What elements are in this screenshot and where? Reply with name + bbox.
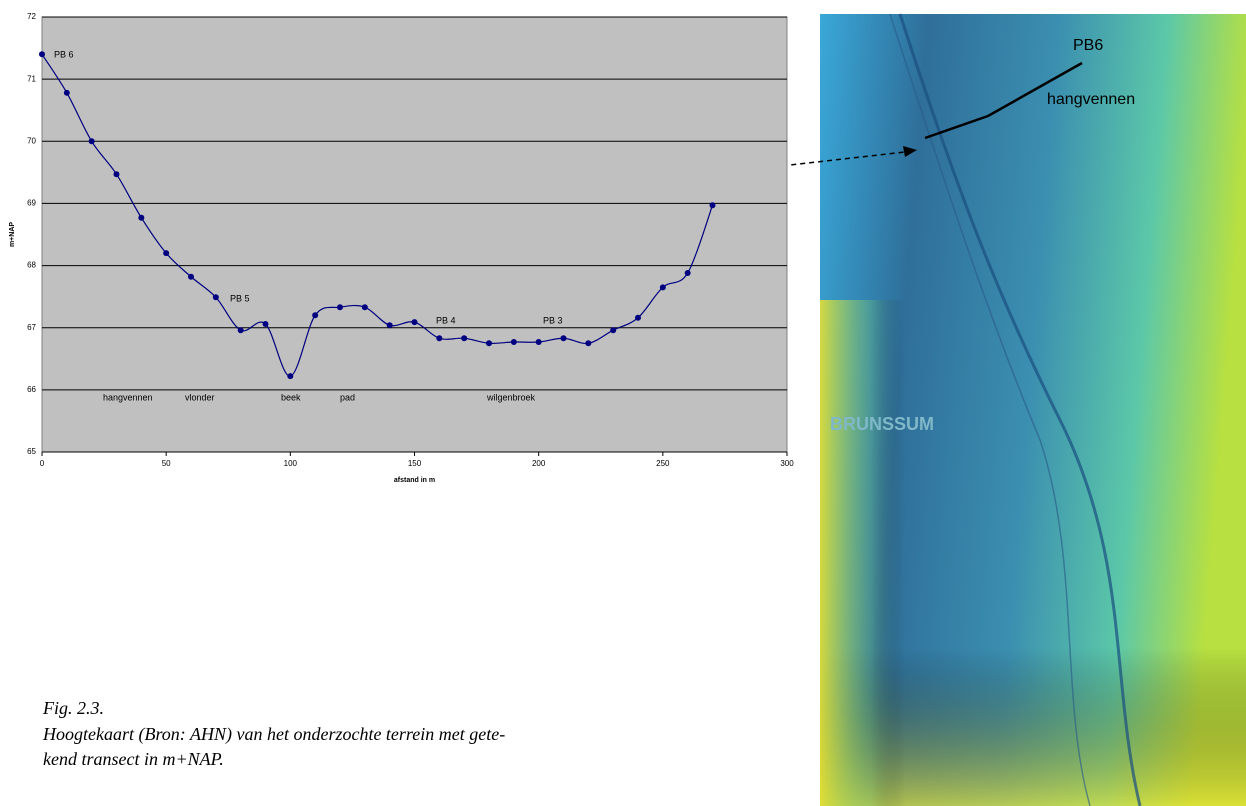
chart: 65 66 67 68 69 70 71 72 0 50 100 150 200 250 300 m+NAP a… [9,12,794,484]
x-tick-label: 100 [284,459,298,468]
data-point [610,327,616,333]
x-tick-label: 200 [532,459,546,468]
data-point [188,274,194,280]
annotation: PB 3 [543,315,563,325]
x-axis-label: afstand in m [394,477,435,484]
x-tick-label: 250 [656,459,670,468]
data-point [114,171,120,177]
x-tick-label: 0 [40,459,45,468]
annotation: PB 4 [436,315,456,325]
annotation: wilgenbroek [486,392,536,402]
caption: kend transect in m+NAP. [43,749,224,770]
y-tick-label: 70 [27,136,36,145]
map: BRUNSSUM PB6 hangvennen [820,14,1246,806]
y-tick-label: 65 [27,447,36,456]
data-point [486,340,492,346]
plot-area [42,17,787,452]
data-point [213,294,219,300]
map-label: BRUNSSUM [830,414,934,434]
data-point [89,138,95,144]
data-point [312,312,318,318]
y-tick-label: 67 [27,323,36,332]
data-point [436,335,442,341]
annotation: PB 5 [230,293,250,303]
data-point [64,90,70,96]
data-point [287,373,293,379]
data-point [561,335,567,341]
annotation: PB 6 [54,49,74,59]
data-point [511,339,517,345]
data-point [412,319,418,325]
caption: Fig. 2.3. [43,698,104,719]
data-point [685,270,691,276]
data-point [585,340,591,346]
data-point [635,315,641,321]
data-point [138,215,144,221]
annotation: pad [340,392,355,402]
data-point [536,339,542,345]
annotation: beek [281,392,301,402]
page: {"chart_data": {"type": "line", "x": [0,… [0,0,1246,806]
data-point [163,250,169,256]
data-point [263,321,269,327]
y-tick-label: 69 [27,199,36,208]
data-point [660,284,666,290]
figure: BRUNSSUM PB6 hangvennen 65 66 67 68 69 70 71 72… [0,0,1246,806]
data-point [387,322,393,328]
y-tick-label: 72 [27,12,36,21]
data-point [710,202,716,208]
y-axis-label: m+NAP [9,222,16,247]
data-point [461,335,467,341]
x-tick-label: 300 [780,459,794,468]
y-tick-label: 66 [27,385,36,394]
map-label: hangvennen [1047,91,1135,108]
annotation: vlonder [185,392,215,402]
data-point [39,51,45,57]
annotation: hangvennen [103,392,153,402]
map-label: PB6 [1073,37,1103,54]
data-point [337,304,343,310]
y-tick-label: 68 [27,261,36,270]
y-tick-label: 71 [27,74,36,83]
caption: Hoogtekaart (Bron: AHN) van het onderzoc… [43,724,505,745]
data-point [362,304,368,310]
x-tick-label: 150 [408,459,422,468]
data-point [238,327,244,333]
x-tick-label: 50 [162,459,171,468]
